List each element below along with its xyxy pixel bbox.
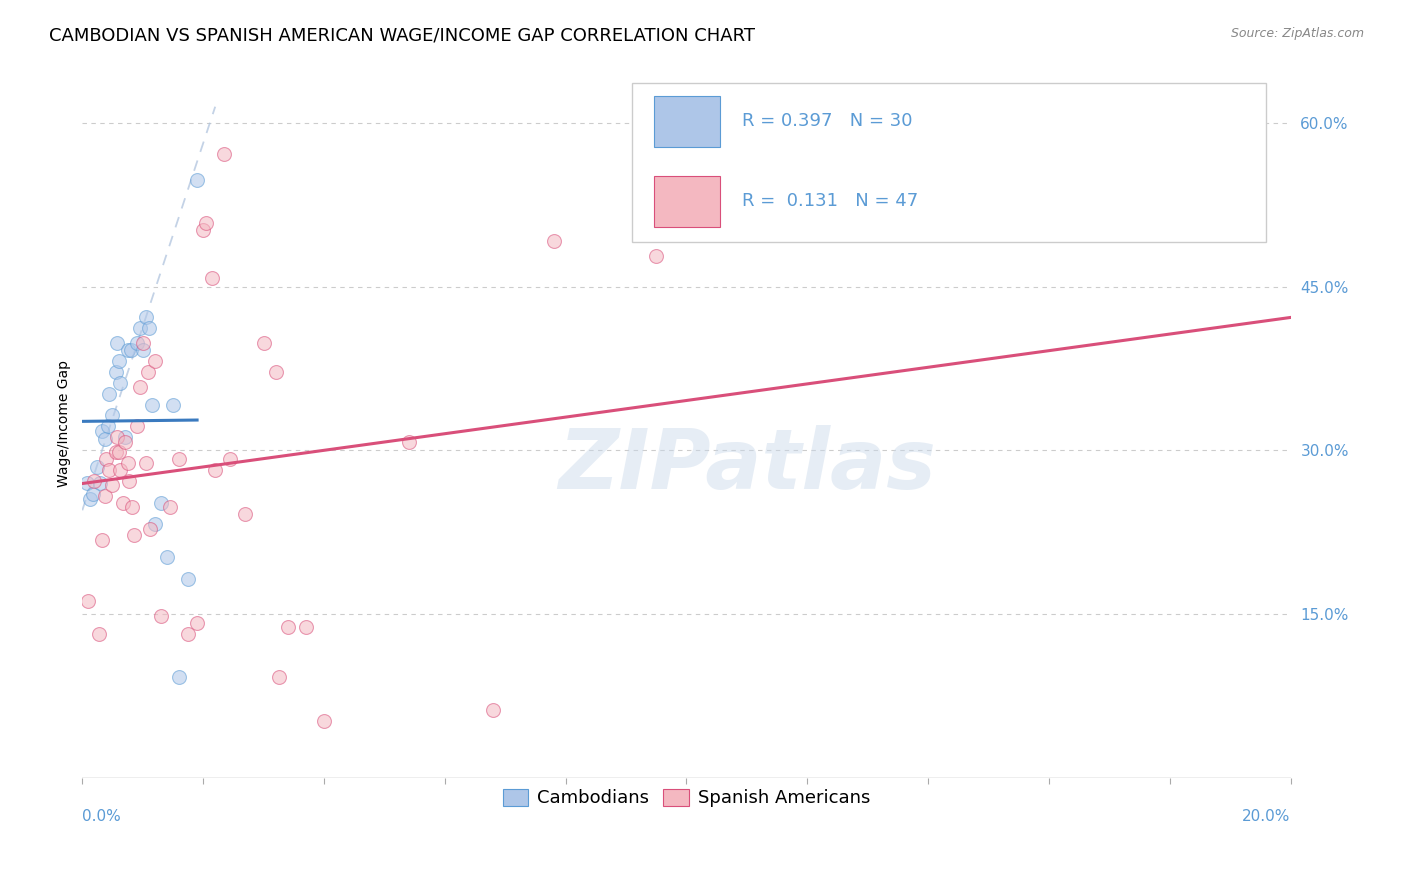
Point xyxy=(143,354,166,368)
Bar xyxy=(633,83,1267,243)
Point xyxy=(97,419,120,434)
Point xyxy=(98,463,121,477)
Point xyxy=(120,343,142,357)
Text: R = 0.397   N = 30: R = 0.397 N = 30 xyxy=(742,112,912,130)
Point xyxy=(94,489,117,503)
Point xyxy=(76,476,98,491)
Y-axis label: Wage/Income Gap: Wage/Income Gap xyxy=(58,359,72,486)
Point xyxy=(105,336,128,351)
Point xyxy=(89,626,111,640)
Point xyxy=(90,424,112,438)
Text: 0.0%: 0.0% xyxy=(83,809,121,824)
Point xyxy=(135,457,157,471)
Point xyxy=(117,457,139,471)
Point xyxy=(177,626,200,640)
Point xyxy=(136,365,159,379)
Point xyxy=(204,463,226,477)
Point xyxy=(277,620,299,634)
Text: CAMBODIAN VS SPANISH AMERICAN WAGE/INCOME GAP CORRELATION CHART: CAMBODIAN VS SPANISH AMERICAN WAGE/INCOM… xyxy=(49,27,755,45)
Point xyxy=(131,336,153,351)
Bar xyxy=(654,95,720,147)
Point xyxy=(141,397,163,411)
Point xyxy=(105,430,128,444)
Point xyxy=(398,434,420,449)
Point xyxy=(167,452,190,467)
Point xyxy=(121,500,143,514)
Point xyxy=(645,249,668,263)
Point xyxy=(267,670,290,684)
Point xyxy=(112,496,135,510)
Point xyxy=(264,365,287,379)
Point xyxy=(114,434,136,449)
Point xyxy=(219,452,242,467)
Point xyxy=(149,496,172,510)
Point xyxy=(131,343,153,357)
Point xyxy=(235,507,257,521)
Point xyxy=(107,354,129,368)
Point xyxy=(110,376,132,390)
Point xyxy=(79,492,101,507)
Point xyxy=(104,365,127,379)
Point xyxy=(138,321,160,335)
Point xyxy=(191,223,214,237)
Point xyxy=(149,609,172,624)
Point xyxy=(252,336,274,351)
Point xyxy=(312,714,335,728)
Point xyxy=(83,474,105,488)
Point xyxy=(117,343,139,357)
Point xyxy=(89,476,111,491)
Point xyxy=(94,433,117,447)
Point xyxy=(110,463,132,477)
Point xyxy=(139,522,162,536)
Point xyxy=(177,572,200,586)
Text: Source: ZipAtlas.com: Source: ZipAtlas.com xyxy=(1230,27,1364,40)
Point xyxy=(167,670,190,684)
Text: ZIPatlas: ZIPatlas xyxy=(558,425,936,506)
Point xyxy=(98,386,121,401)
Point xyxy=(125,419,148,434)
Point xyxy=(214,146,236,161)
Point xyxy=(96,452,118,467)
Point xyxy=(482,703,505,717)
Point xyxy=(159,500,181,514)
Point xyxy=(122,528,145,542)
Point xyxy=(82,487,104,501)
Point xyxy=(162,397,184,411)
Point xyxy=(186,173,208,187)
Text: R =  0.131   N = 47: R = 0.131 N = 47 xyxy=(742,192,918,211)
Point xyxy=(86,459,108,474)
Point xyxy=(143,517,166,532)
Point xyxy=(101,409,124,423)
Point xyxy=(128,321,150,335)
Point xyxy=(201,271,224,285)
Text: 20.0%: 20.0% xyxy=(1243,809,1291,824)
Point xyxy=(156,550,179,565)
Point xyxy=(125,336,148,351)
Point xyxy=(128,380,150,394)
Point xyxy=(104,445,127,459)
Point xyxy=(107,445,129,459)
Point xyxy=(101,478,124,492)
Point xyxy=(543,234,565,248)
Point xyxy=(186,615,208,630)
Point xyxy=(295,620,318,634)
Point xyxy=(135,310,157,325)
Point xyxy=(195,216,218,230)
Legend: Cambodians, Spanish Americans: Cambodians, Spanish Americans xyxy=(495,781,877,814)
Point xyxy=(77,594,100,608)
Bar xyxy=(654,176,720,227)
Point xyxy=(90,533,112,547)
Point xyxy=(118,474,141,488)
Point xyxy=(114,430,136,444)
